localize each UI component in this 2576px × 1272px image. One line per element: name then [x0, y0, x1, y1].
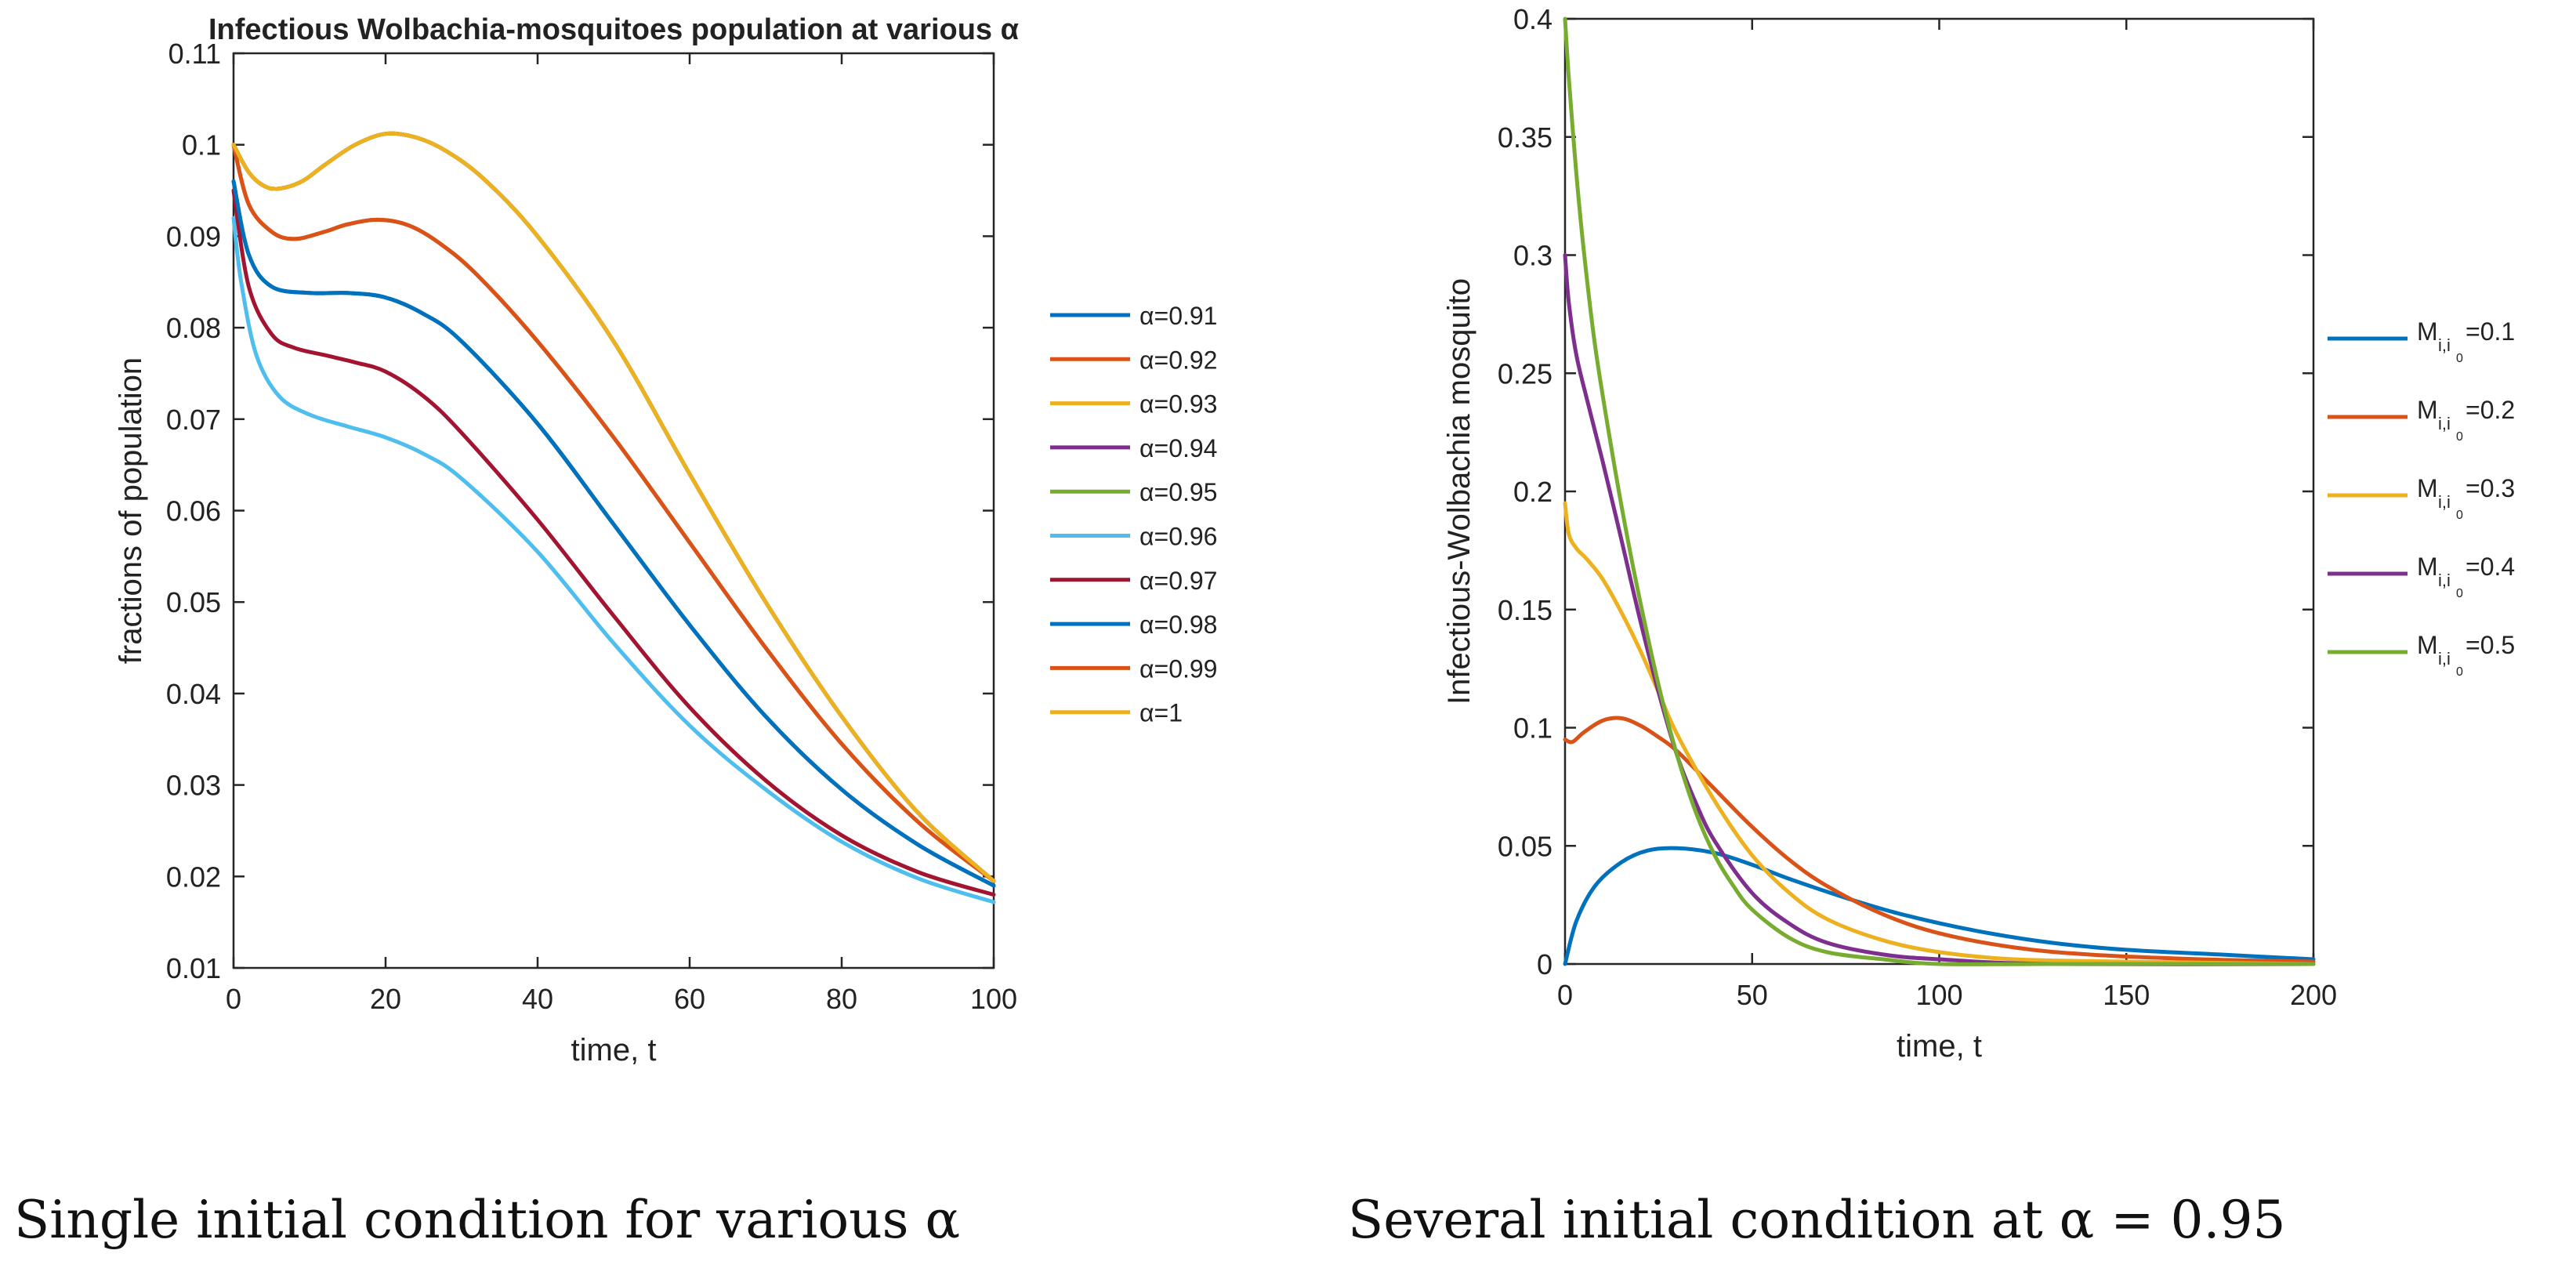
- legend-label-sub: i,i: [2438, 492, 2451, 512]
- legend-label-subsub: 0: [2456, 587, 2463, 600]
- y-tick-label: 0.01: [166, 952, 221, 984]
- y-tick-label: 0.1: [1513, 712, 1552, 745]
- legend-label: α=0.93: [1139, 390, 1217, 419]
- legend: α=0.91 α=0.92 α=0.93 α=0.94 α=0.95 α=0.96 α=0.…: [1050, 302, 1217, 727]
- legend-label: α=0.95: [1139, 478, 1217, 506]
- legend-label-sub: i,i: [2438, 414, 2451, 433]
- legend-label-subsub: 0: [2456, 430, 2463, 444]
- y-tick-label: 0.04: [166, 678, 221, 710]
- series-line: [1563, 846, 2316, 966]
- legend-label-sub: i,i: [2438, 649, 2451, 669]
- x-axis-label: time, t: [1897, 1029, 1982, 1064]
- legend-label: α=0.99: [1139, 654, 1217, 683]
- y-tick-label: 0.2: [1513, 476, 1552, 508]
- y-tick-label: 0.09: [166, 220, 221, 252]
- plot-area: [1563, 17, 2315, 966]
- legend-label: M: [2417, 317, 2438, 346]
- caption-left: Single initial condition for various α: [14, 1190, 961, 1250]
- y-axis-label: Infectious-Wolbachia mosquito: [1442, 278, 1476, 705]
- x-tick-label: 50: [1737, 979, 1768, 1011]
- legend-label-value: =0.5: [2465, 631, 2515, 659]
- legend-label: M: [2417, 631, 2438, 659]
- x-tick-label: 0: [1557, 979, 1573, 1011]
- y-tick-label: 0.03: [166, 770, 221, 802]
- chart-initial-conditions: 0 50 100 150 200 0 0.05 0.1 0.15 0.2 0.25 0.3 0.35 0.…: [1442, 3, 2515, 1064]
- legend-label: M: [2417, 474, 2438, 502]
- y-tick-label: 0.08: [166, 312, 221, 344]
- chart-title: Infectious Wolbachia-mosquitoes populati…: [208, 13, 1019, 46]
- legend-label-value: =0.3: [2465, 474, 2515, 502]
- series-line: [1563, 253, 2316, 966]
- y-tick-label: 0.02: [166, 861, 221, 893]
- legend-label: α=1: [1139, 699, 1183, 727]
- series-line: [1563, 716, 2316, 964]
- x-tick-label: 80: [826, 983, 857, 1015]
- legend-label: α=0.92: [1139, 346, 1217, 374]
- y-tick-label: 0.05: [1498, 830, 1552, 862]
- x-tick-label: 40: [522, 983, 553, 1015]
- y-tick-label: 0.07: [166, 404, 221, 436]
- y-tick-label: 0: [1537, 948, 1552, 980]
- legend-label-subsub: 0: [2456, 352, 2463, 365]
- plot-area: [232, 52, 995, 969]
- series-line: [231, 188, 996, 897]
- legend-label-value: =0.4: [2465, 553, 2515, 581]
- x-axis-label: time, t: [571, 1033, 657, 1067]
- x-tick-label: 100: [1915, 979, 1962, 1011]
- y-tick-label: 0.06: [166, 495, 221, 527]
- legend-label-subsub: 0: [2456, 665, 2463, 679]
- y-tick-label: 0.3: [1513, 240, 1552, 272]
- x-tick-label: 60: [674, 983, 705, 1015]
- legend-label: α=0.96: [1139, 523, 1217, 551]
- series-line: [231, 131, 996, 883]
- legend-label: α=0.97: [1139, 567, 1217, 595]
- y-tick-label: 0.15: [1498, 594, 1552, 626]
- legend-label: α=0.98: [1139, 611, 1217, 639]
- x-tick-label: 20: [370, 983, 401, 1015]
- y-tick-label: 0.4: [1513, 3, 1552, 35]
- y-tick-label: 0.05: [166, 586, 221, 618]
- x-tick-label: 150: [2103, 979, 2150, 1011]
- legend-label-sub: i,i: [2438, 335, 2451, 355]
- x-tick-label: 0: [226, 983, 241, 1015]
- legend-label: α=0.91: [1139, 302, 1217, 330]
- series-line: [231, 216, 996, 904]
- y-tick-label: 0.35: [1498, 121, 1552, 154]
- y-tick-label: 0.11: [168, 38, 221, 70]
- caption-right: Several initial condition at α = 0.95: [1348, 1190, 2286, 1250]
- legend-label-sub: i,i: [2438, 571, 2451, 590]
- legend-label: M: [2417, 396, 2438, 424]
- y-axis-label: fractions of population: [114, 357, 148, 664]
- y-tick-label: 0.1: [182, 129, 221, 161]
- series-line: [1563, 16, 2316, 966]
- series-line: [231, 143, 996, 883]
- x-tick-label: 200: [2290, 979, 2337, 1011]
- y-tick-label: 0.25: [1498, 357, 1552, 390]
- legend-label-value: =0.2: [2465, 396, 2515, 424]
- legend-label: α=0.94: [1139, 434, 1217, 462]
- series-line: [1563, 501, 2316, 966]
- legend-label: M: [2417, 553, 2438, 581]
- legend-label-value: =0.1: [2465, 317, 2515, 346]
- legend-label-subsub: 0: [2456, 509, 2463, 522]
- series-line: [231, 179, 996, 888]
- x-tick-label: 100: [970, 983, 1017, 1015]
- chart-alpha-variation: 0 20 40 60 80 100 0.01 0.02 0.03 0.04 0.05 0.06 0.07…: [114, 13, 1217, 1067]
